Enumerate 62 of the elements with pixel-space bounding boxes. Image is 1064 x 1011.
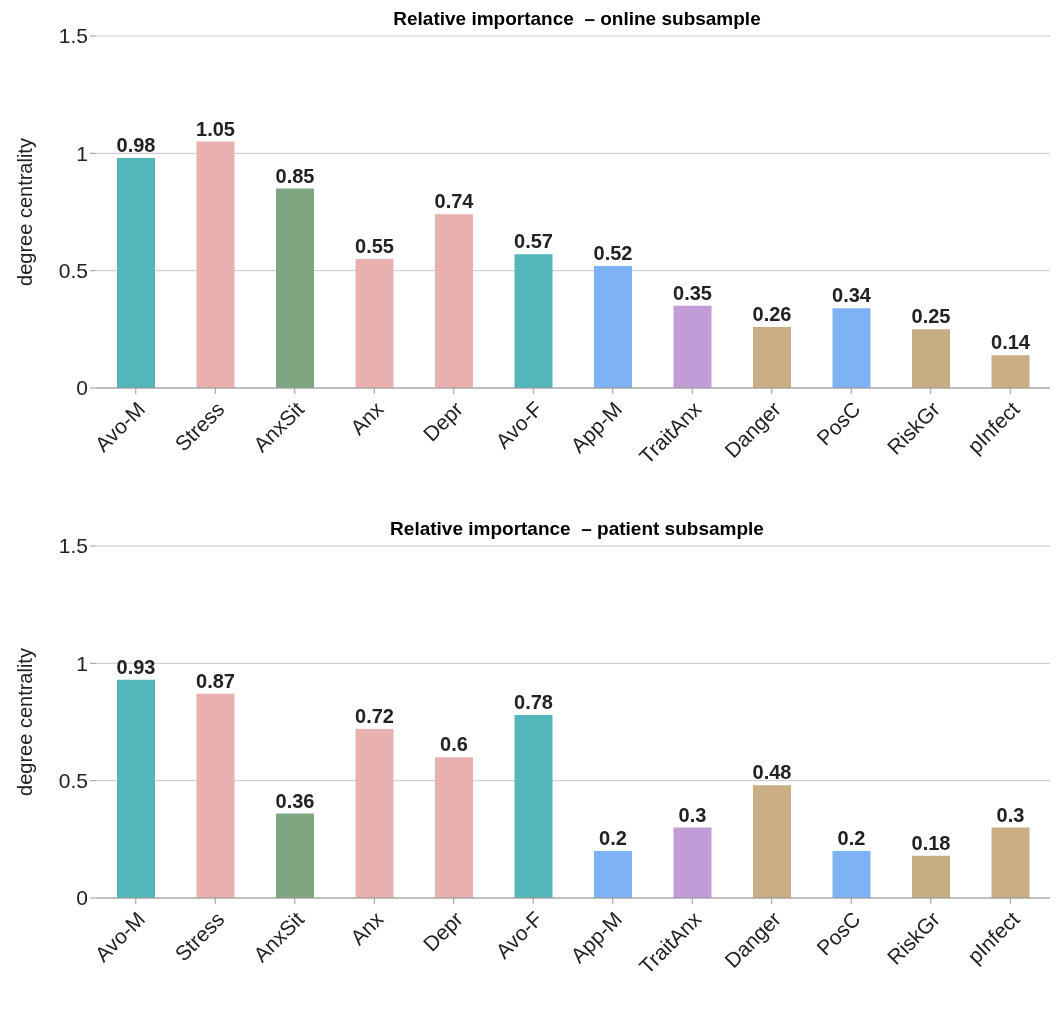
bar	[355, 258, 394, 388]
y-tick-label: 0.5	[58, 769, 88, 793]
data-label: 0.26	[752, 302, 792, 325]
bar	[673, 827, 712, 898]
x-tick-label: Anx	[345, 396, 388, 439]
data-label: 0.14	[991, 331, 1031, 354]
bar	[594, 851, 632, 898]
data-label: 0.98	[116, 134, 156, 157]
data-label: 0.78	[514, 690, 553, 713]
bar	[912, 855, 950, 898]
bar	[832, 308, 871, 388]
bar	[276, 188, 314, 388]
data-label: 0.57	[514, 230, 553, 253]
y-tick-label: 1	[76, 141, 88, 165]
bar	[753, 785, 791, 898]
bar	[435, 757, 473, 898]
bar	[276, 813, 314, 898]
data-label: 0.36	[275, 789, 315, 812]
data-label: 0.3	[678, 803, 707, 826]
y-tick-label: 0	[76, 886, 88, 910]
data-label: 0.52	[593, 241, 633, 264]
bar	[832, 851, 871, 898]
data-label: 0.3	[996, 803, 1025, 826]
bar	[514, 714, 553, 898]
y-tick-label: 0	[76, 376, 88, 400]
y-tick-label: 1	[76, 651, 88, 675]
data-label: 0.2	[837, 827, 866, 850]
data-label: 1.05	[196, 117, 235, 140]
y-tick-label: 1.5	[58, 534, 88, 558]
bar	[991, 355, 1030, 388]
data-label: 0.6	[440, 733, 468, 756]
bar	[991, 827, 1030, 898]
bar	[514, 254, 553, 388]
data-label: 0.48	[752, 761, 792, 784]
bar	[912, 329, 950, 388]
bar	[196, 141, 235, 388]
x-tick-label: Anx	[345, 906, 388, 949]
bar	[673, 305, 712, 388]
data-label: 0.93	[116, 655, 156, 678]
bar	[355, 729, 394, 898]
data-label: 0.35	[673, 281, 712, 304]
data-label: 0.18	[911, 831, 951, 854]
data-label: 0.85	[275, 164, 315, 187]
data-label: 0.72	[355, 705, 394, 728]
bar	[117, 679, 155, 898]
chart-title: Relative importance – online subsample	[392, 8, 762, 30]
data-label: 0.25	[911, 305, 951, 328]
y-axis-title: degree centrality	[14, 138, 37, 286]
data-label: 0.87	[196, 669, 235, 692]
bar	[594, 265, 632, 388]
bar	[196, 693, 235, 898]
data-label: 0.74	[434, 190, 475, 213]
data-label: 0.34	[832, 284, 872, 307]
bar	[117, 158, 155, 388]
data-label: 0.2	[599, 827, 627, 850]
y-axis-title: degree centrality	[14, 648, 37, 796]
y-tick-label: 1.5	[58, 24, 88, 48]
bar	[435, 214, 473, 388]
data-label: 0.55	[355, 234, 394, 257]
chart-title: Relative importance – patient subsample	[389, 518, 765, 540]
bar	[753, 326, 791, 388]
y-tick-label: 0.5	[58, 259, 88, 283]
